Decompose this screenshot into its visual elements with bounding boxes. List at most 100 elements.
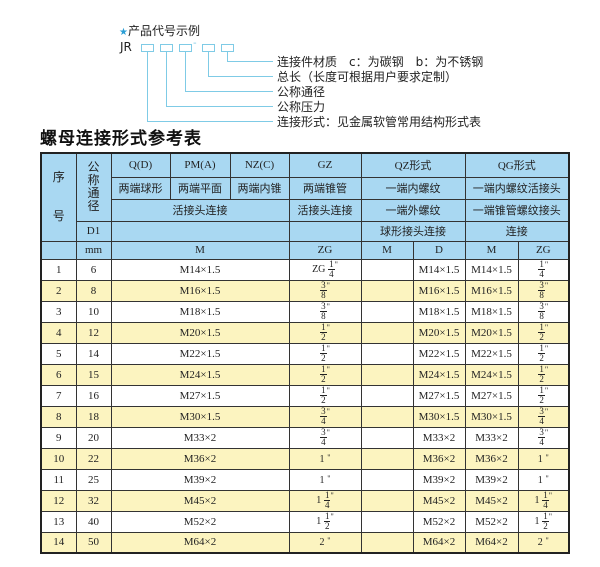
table-row: 1 6 M14×1.5 ZG 1 4 " M14×1.5 M14×1.5 1 4 " [40, 258, 570, 281]
header-qg-m: M [464, 240, 519, 260]
cell-gz-zg: 1 2 " [288, 342, 362, 365]
cell-qz-d: M18×1.5 [412, 300, 466, 323]
cell-d1: 16 [75, 384, 112, 407]
cell-qg-m: M27×1.5 [464, 384, 519, 407]
header-nz: NZ(C) [229, 152, 290, 178]
cell-qz-m [360, 447, 414, 470]
cell-gz-zg: 3 4 " [288, 405, 362, 428]
cell-qg-m: M24×1.5 [464, 363, 519, 386]
label-length: 总长（长度可根据用户要求定制） [277, 70, 458, 84]
cell-qz-m [360, 300, 414, 323]
cell-no: 13 [40, 510, 77, 533]
cell-no: 7 [40, 384, 77, 407]
header-qz: QZ形式 [360, 152, 466, 178]
cell-m: M20×1.5 [110, 321, 290, 344]
cell-qz-d: M20×1.5 [412, 321, 466, 344]
cell-qg-zg: 1 2 " [517, 342, 570, 365]
cell-qz-m [360, 258, 414, 281]
header-nz-desc: 两端内锥 [229, 176, 290, 200]
label-connection: 连接形式：见金属软管常用结构形式表 [277, 115, 482, 129]
cell-m: M27×1.5 [110, 384, 290, 407]
cell-gz-zg: 3 8 " [288, 279, 362, 302]
header-d1: D1 [75, 220, 112, 242]
cell-qg-m: M22×1.5 [464, 342, 519, 365]
cell-no: 4 [40, 321, 77, 344]
header-m: M [110, 240, 290, 260]
table-row: 4 12 M20×1.5 1 2 " M20×1.5 M20×1.5 1 2 " [40, 321, 570, 344]
cell-gz-zg: 1 2 " [288, 384, 362, 407]
cell-d1: 18 [75, 405, 112, 428]
cell-no: 8 [40, 405, 77, 428]
cell-no: 6 [40, 363, 77, 386]
header-qg-desc3: 连接 [464, 220, 570, 242]
cell-qg-m: M33×2 [464, 426, 519, 449]
table-row: 11 25 M39×2 1 " M39×2 M39×2 1 " [40, 468, 570, 491]
code-dash: - [193, 38, 197, 49]
cell-no: 5 [40, 342, 77, 365]
code-prefix: JR [120, 40, 132, 54]
cell-m: M14×1.5 [110, 258, 290, 281]
code-slot-diameter [179, 44, 192, 52]
cell-qz-d: M22×1.5 [412, 342, 466, 365]
table-title: 螺母连接形式参考表 [40, 129, 202, 149]
cell-qz-d: M14×1.5 [412, 258, 466, 281]
cell-qz-m [360, 342, 414, 365]
cell-qg-m: M20×1.5 [464, 321, 519, 344]
cell-d1: 8 [75, 279, 112, 302]
header-q-desc: 两端球形 [110, 176, 171, 200]
header-qz-m: M [360, 240, 414, 260]
cell-qz-d: M27×1.5 [412, 384, 466, 407]
header-qg-desc2: 一端锥管螺纹接头 [464, 198, 570, 222]
nut-connection-table: 序号 公称通径 Q(D) PM(A) NZ(C) GZ QZ形式 QG形式 两端… [40, 152, 571, 554]
code-slot-length [202, 44, 215, 52]
cell-no: 3 [40, 300, 77, 323]
cell-qg-zg: 1 1 2 " [517, 510, 570, 533]
cell-gz-zg: 1 2 " [288, 321, 362, 344]
cell-m: M52×2 [110, 510, 290, 533]
cell-qg-zg: 3 4 " [517, 405, 570, 428]
cell-d1: 6 [75, 258, 112, 281]
cell-no: 14 [40, 531, 77, 554]
table-row: 8 18 M30×1.5 3 4 " M30×1.5 M30×1.5 3 4 " [40, 405, 570, 428]
table-row: 3 10 M18×1.5 3 8 " M18×1.5 M18×1.5 3 8 " [40, 300, 570, 323]
cell-gz-zg: 1 2 " [288, 363, 362, 386]
cell-d1: 10 [75, 300, 112, 323]
cell-m: M64×2 [110, 531, 290, 554]
cell-d1: 12 [75, 321, 112, 344]
cell-qz-m [360, 384, 414, 407]
cell-qz-m [360, 321, 414, 344]
cell-qz-m [360, 426, 414, 449]
header-qg-zg: ZG [517, 240, 570, 260]
table-row: 2 8 M16×1.5 3 8 " M16×1.5 M16×1.5 3 8 " [40, 279, 570, 302]
cell-qg-m: M52×2 [464, 510, 519, 533]
cell-qg-zg: 1 2 " [517, 384, 570, 407]
cell-qg-m: M18×1.5 [464, 300, 519, 323]
cell-qz-d: M64×2 [412, 531, 466, 554]
cell-qg-m: M64×2 [464, 531, 519, 554]
cell-qz-m [360, 489, 414, 512]
cell-qg-m: M39×2 [464, 468, 519, 491]
cell-qz-d: M52×2 [412, 510, 466, 533]
header-qg: QG形式 [464, 152, 570, 178]
header-seq: 序号 [40, 152, 77, 242]
cell-m: M36×2 [110, 447, 290, 470]
table-row: 14 50 M64×2 2 " M64×2 M64×2 2 " [40, 531, 570, 554]
table-row: 13 40 M52×2 1 1 2 " M52×2 M52×2 1 1 2 " [40, 510, 570, 533]
header-nominal: 公称通径 [75, 152, 112, 222]
cell-qg-zg: 2 " [517, 531, 570, 554]
cell-d1: 22 [75, 447, 112, 470]
table-row: 12 32 M45×2 1 1 4 " M45×2 M45×2 1 1 4 " [40, 489, 570, 512]
